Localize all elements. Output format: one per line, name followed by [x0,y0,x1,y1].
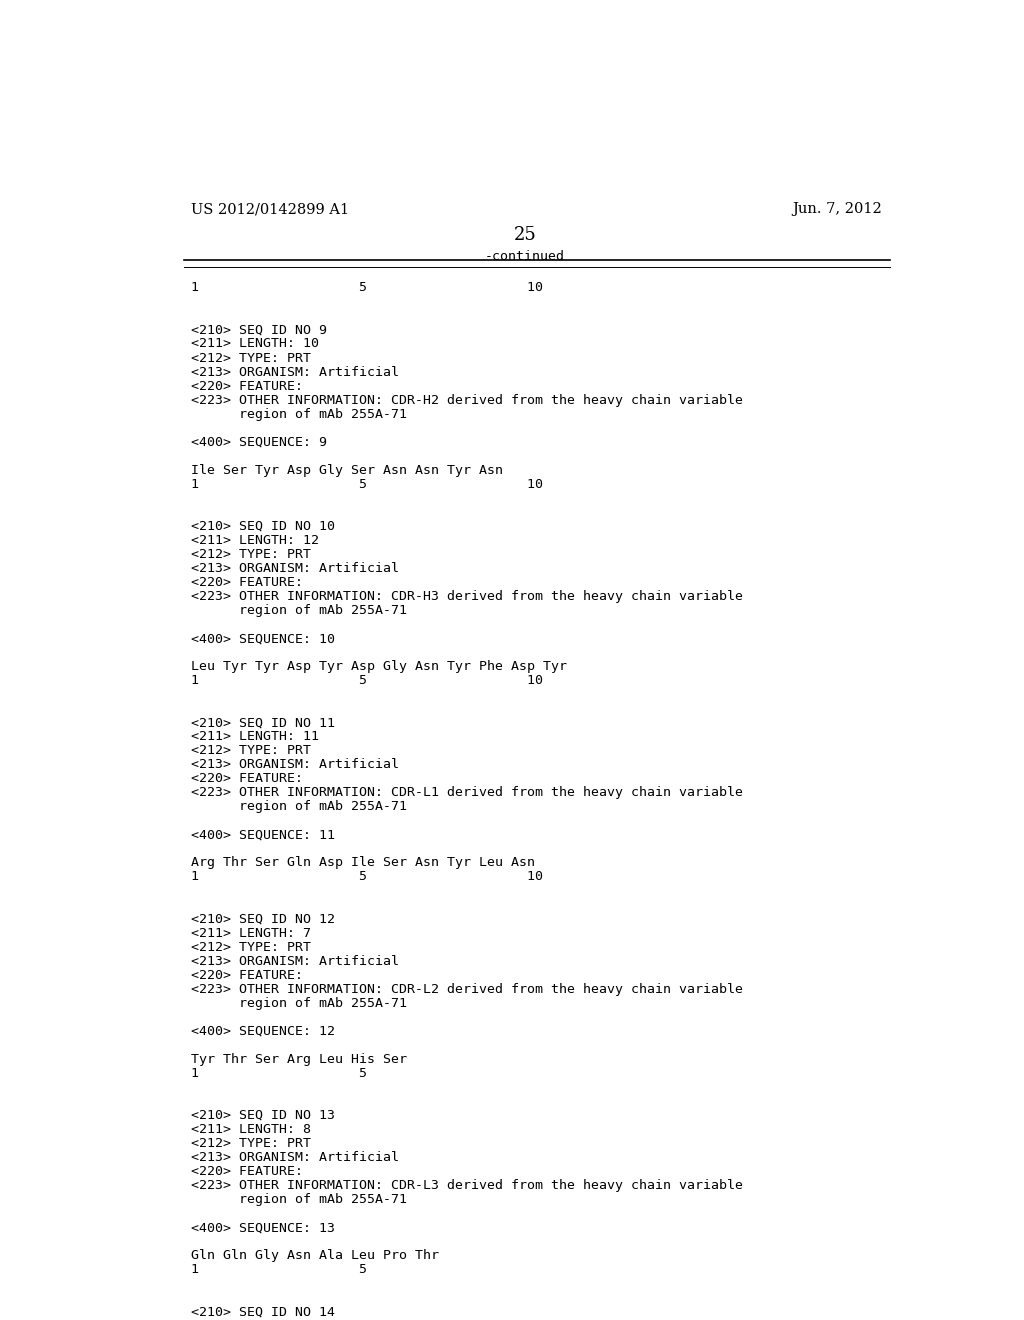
Text: Jun. 7, 2012: Jun. 7, 2012 [793,202,882,216]
Text: 25: 25 [513,227,537,244]
Text: 1                    5: 1 5 [191,1067,368,1080]
Text: <220> FEATURE:: <220> FEATURE: [191,969,303,982]
Text: 1                    5                    10: 1 5 10 [191,870,544,883]
Text: <220> FEATURE:: <220> FEATURE: [191,380,303,392]
Text: <223> OTHER INFORMATION: CDR-L2 derived from the heavy chain variable: <223> OTHER INFORMATION: CDR-L2 derived … [191,982,743,995]
Text: <213> ORGANISM: Artificial: <213> ORGANISM: Artificial [191,954,399,968]
Text: 1                    5: 1 5 [191,1263,368,1276]
Text: <211> LENGTH: 7: <211> LENGTH: 7 [191,927,311,940]
Text: <400> SEQUENCE: 9: <400> SEQUENCE: 9 [191,436,328,449]
Text: 1                    5                    10: 1 5 10 [191,675,544,688]
Text: US 2012/0142899 A1: US 2012/0142899 A1 [191,202,349,216]
Text: <210> SEQ ID NO 10: <210> SEQ ID NO 10 [191,520,336,533]
Text: <210> SEQ ID NO 12: <210> SEQ ID NO 12 [191,912,336,925]
Text: <211> LENGTH: 10: <211> LENGTH: 10 [191,338,319,351]
Text: <223> OTHER INFORMATION: CDR-L1 derived from the heavy chain variable: <223> OTHER INFORMATION: CDR-L1 derived … [191,787,743,800]
Text: region of mAb 255A-71: region of mAb 255A-71 [191,408,408,421]
Text: <223> OTHER INFORMATION: CDR-H2 derived from the heavy chain variable: <223> OTHER INFORMATION: CDR-H2 derived … [191,393,743,407]
Text: <212> TYPE: PRT: <212> TYPE: PRT [191,941,311,953]
Text: <211> LENGTH: 8: <211> LENGTH: 8 [191,1123,311,1137]
Text: <220> FEATURE:: <220> FEATURE: [191,1166,303,1177]
Text: <210> SEQ ID NO 13: <210> SEQ ID NO 13 [191,1109,336,1122]
Text: <220> FEATURE:: <220> FEATURE: [191,772,303,785]
Text: <210> SEQ ID NO 11: <210> SEQ ID NO 11 [191,717,336,729]
Text: <400> SEQUENCE: 10: <400> SEQUENCE: 10 [191,632,336,645]
Text: <220> FEATURE:: <220> FEATURE: [191,576,303,589]
Text: <211> LENGTH: 11: <211> LENGTH: 11 [191,730,319,743]
Text: <400> SEQUENCE: 11: <400> SEQUENCE: 11 [191,829,336,841]
Text: <223> OTHER INFORMATION: CDR-L3 derived from the heavy chain variable: <223> OTHER INFORMATION: CDR-L3 derived … [191,1179,743,1192]
Text: <223> OTHER INFORMATION: CDR-H3 derived from the heavy chain variable: <223> OTHER INFORMATION: CDR-H3 derived … [191,590,743,603]
Text: <210> SEQ ID NO 9: <210> SEQ ID NO 9 [191,323,328,337]
Text: Tyr Thr Ser Arg Leu His Ser: Tyr Thr Ser Arg Leu His Ser [191,1053,408,1065]
Text: <400> SEQUENCE: 13: <400> SEQUENCE: 13 [191,1221,336,1234]
Text: region of mAb 255A-71: region of mAb 255A-71 [191,605,408,616]
Text: region of mAb 255A-71: region of mAb 255A-71 [191,997,408,1010]
Text: region of mAb 255A-71: region of mAb 255A-71 [191,1193,408,1206]
Text: -continued: -continued [484,249,565,263]
Text: <212> TYPE: PRT: <212> TYPE: PRT [191,548,311,561]
Text: 1                    5                    10: 1 5 10 [191,478,544,491]
Text: Leu Tyr Tyr Asp Tyr Asp Gly Asn Tyr Phe Asp Tyr: Leu Tyr Tyr Asp Tyr Asp Gly Asn Tyr Phe … [191,660,567,673]
Text: <213> ORGANISM: Artificial: <213> ORGANISM: Artificial [191,1151,399,1164]
Text: <212> TYPE: PRT: <212> TYPE: PRT [191,351,311,364]
Text: region of mAb 255A-71: region of mAb 255A-71 [191,800,408,813]
Text: <212> TYPE: PRT: <212> TYPE: PRT [191,744,311,758]
Text: Ile Ser Tyr Asp Gly Ser Asn Asn Tyr Asn: Ile Ser Tyr Asp Gly Ser Asn Asn Tyr Asn [191,463,504,477]
Text: 1                    5                    10: 1 5 10 [191,281,544,294]
Text: <400> SEQUENCE: 12: <400> SEQUENCE: 12 [191,1024,336,1038]
Text: Arg Thr Ser Gln Asp Ile Ser Asn Tyr Leu Asn: Arg Thr Ser Gln Asp Ile Ser Asn Tyr Leu … [191,857,536,870]
Text: <213> ORGANISM: Artificial: <213> ORGANISM: Artificial [191,366,399,379]
Text: <211> LENGTH: 12: <211> LENGTH: 12 [191,533,319,546]
Text: <210> SEQ ID NO 14: <210> SEQ ID NO 14 [191,1305,336,1319]
Text: <213> ORGANISM: Artificial: <213> ORGANISM: Artificial [191,562,399,576]
Text: <213> ORGANISM: Artificial: <213> ORGANISM: Artificial [191,758,399,771]
Text: <212> TYPE: PRT: <212> TYPE: PRT [191,1137,311,1150]
Text: Gln Gln Gly Asn Ala Leu Pro Thr: Gln Gln Gly Asn Ala Leu Pro Thr [191,1249,439,1262]
